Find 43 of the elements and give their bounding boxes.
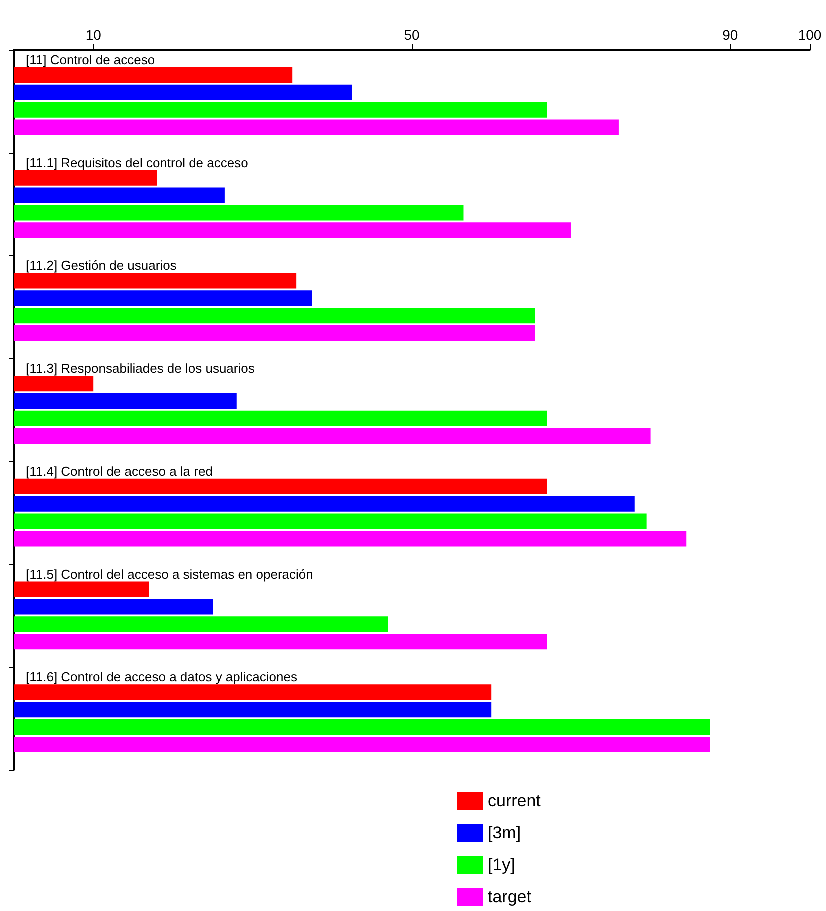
bar [14,102,548,118]
y-tick-label: [11] Control de acceso [26,52,156,68]
bar [14,393,237,410]
bar [14,582,150,598]
bar [14,514,647,530]
y-tick-label: [11.1] Requisitos del control de acceso [26,155,248,170]
x-tick-label: 90 [722,27,738,43]
bar [14,120,619,136]
legend-label: [3m] [488,824,522,842]
bar [14,308,536,324]
bar [14,684,492,700]
bar [14,428,651,444]
legend-label: target [488,888,532,906]
bar [14,188,225,204]
x-tick-label: 50 [404,27,420,43]
bar [14,273,297,289]
bar [14,531,687,547]
bar [14,720,710,736]
bar [14,478,548,494]
y-tick-label: [11.5] Control del acceso a sistemas en operación [26,566,314,582]
x-tick-label: 100 [798,27,822,43]
y-tick-label: [11.6] Control de acceso a datos y aplicaciones [26,670,298,685]
bar [14,326,536,342]
bar [14,634,548,650]
bar [14,222,572,238]
bar [14,376,94,392]
bar [14,496,635,512]
bar [14,170,158,186]
bar [14,702,492,718]
y-tick-label: [11.3] Responsabiliades de los usuarios [26,361,256,376]
bar [14,410,548,427]
bar [14,616,388,632]
bar [14,67,293,84]
bar [14,205,464,221]
x-tick-label: 10 [86,27,102,43]
legend-label: current [488,792,542,810]
legend-label: [1y] [488,856,516,874]
bar [14,599,213,615]
bar [14,84,352,100]
y-tick-label: [11.2] Gestión de usuarios [26,258,178,274]
bar [14,290,312,306]
y-tick-label: [11.4] Control de acceso a la red [26,464,213,479]
bar [14,736,710,753]
